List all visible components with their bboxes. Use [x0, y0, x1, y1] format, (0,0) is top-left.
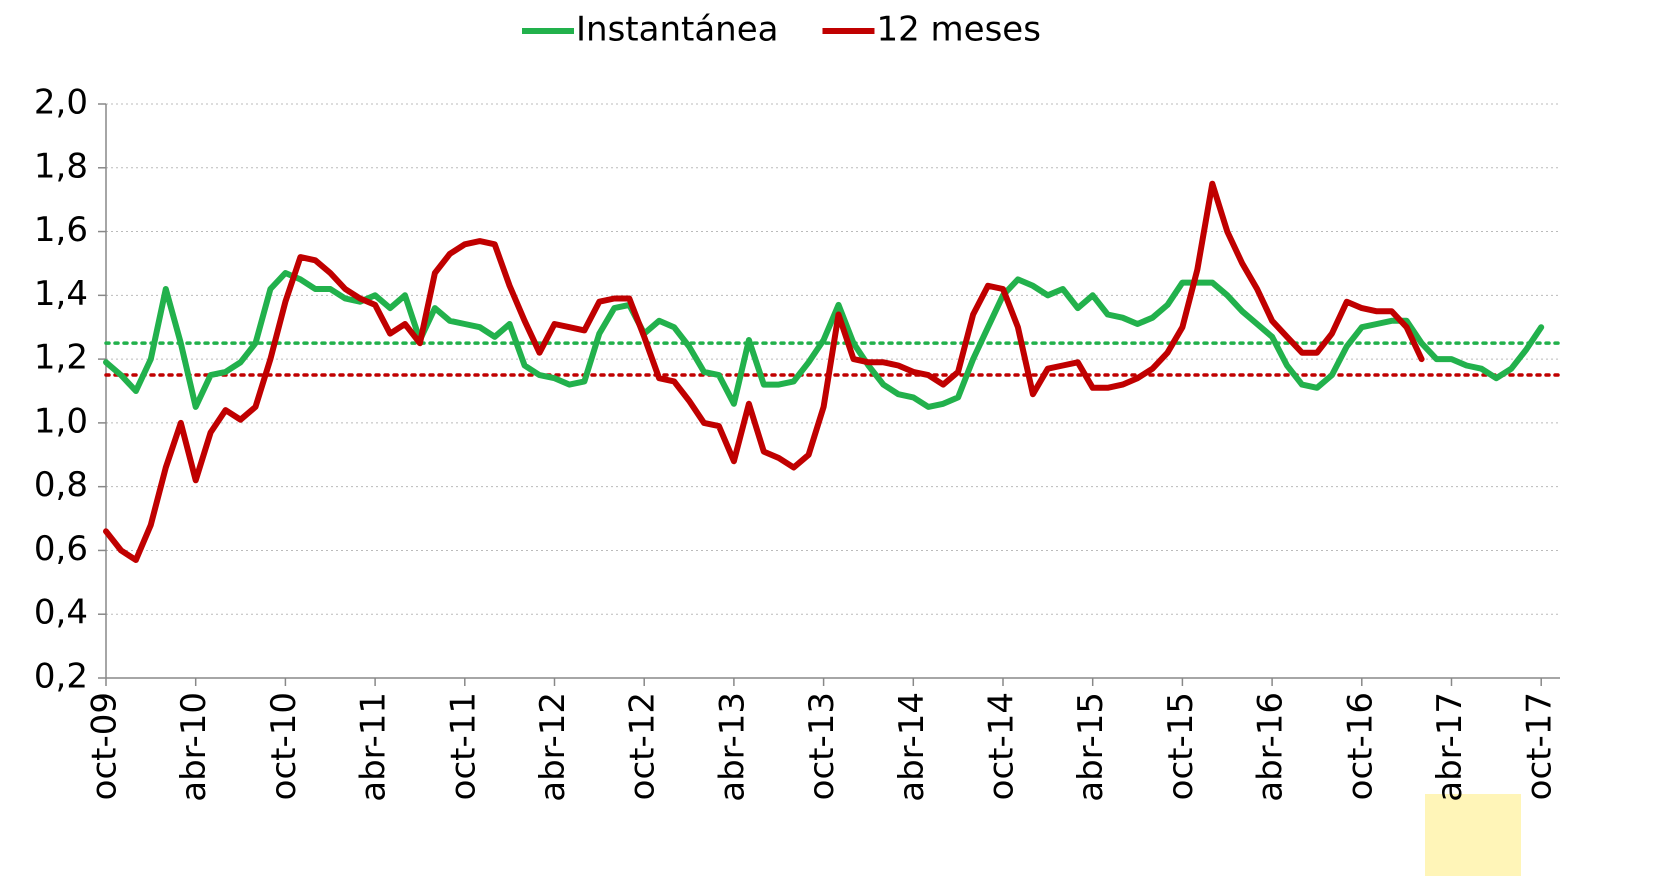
x-tick-label: abr-15	[1071, 692, 1111, 802]
legend-label: Instantánea	[576, 10, 778, 50]
x-tick-label: abr-10	[174, 692, 214, 802]
x-tick-label: oct-11	[443, 692, 483, 800]
x-tick-label: abr-13	[712, 692, 752, 802]
x-tick-label: oct-09	[85, 692, 125, 800]
x-tick-label: abr-11	[354, 692, 394, 802]
x-tick-label: oct-14	[982, 692, 1022, 800]
x-tick-label: abr-16	[1251, 692, 1291, 802]
y-tick-label: 1,4	[34, 274, 88, 314]
highlight	[1425, 794, 1521, 876]
x-tick-label: oct-10	[264, 692, 304, 800]
x-tick-label: oct-16	[1340, 692, 1380, 800]
x-tick-label: abr-17	[1430, 692, 1470, 802]
series-line	[103, 180, 1425, 563]
y-tick-label: 1,6	[34, 210, 88, 250]
legend-label: 12 meses	[876, 10, 1040, 50]
y-tick-label: 0,6	[34, 529, 88, 569]
y-tick-label: 1,8	[34, 146, 88, 186]
x-tick-label: abr-12	[533, 692, 573, 802]
y-tick-label: 0,8	[34, 465, 88, 505]
series-line	[103, 270, 1545, 410]
x-tick-label: oct-17	[1520, 692, 1560, 800]
y-tick-label: 1,0	[34, 401, 88, 441]
y-tick-label: 0,4	[34, 593, 88, 633]
x-tick-label: oct-15	[1161, 692, 1201, 800]
y-tick-label: 0,2	[34, 657, 88, 697]
x-tick-label: oct-13	[802, 692, 842, 800]
y-tick-label: 2,0	[34, 83, 88, 123]
x-tick-label: abr-14	[892, 692, 932, 802]
x-tick-label: oct-12	[623, 692, 663, 800]
y-tick-label: 1,2	[34, 338, 88, 378]
